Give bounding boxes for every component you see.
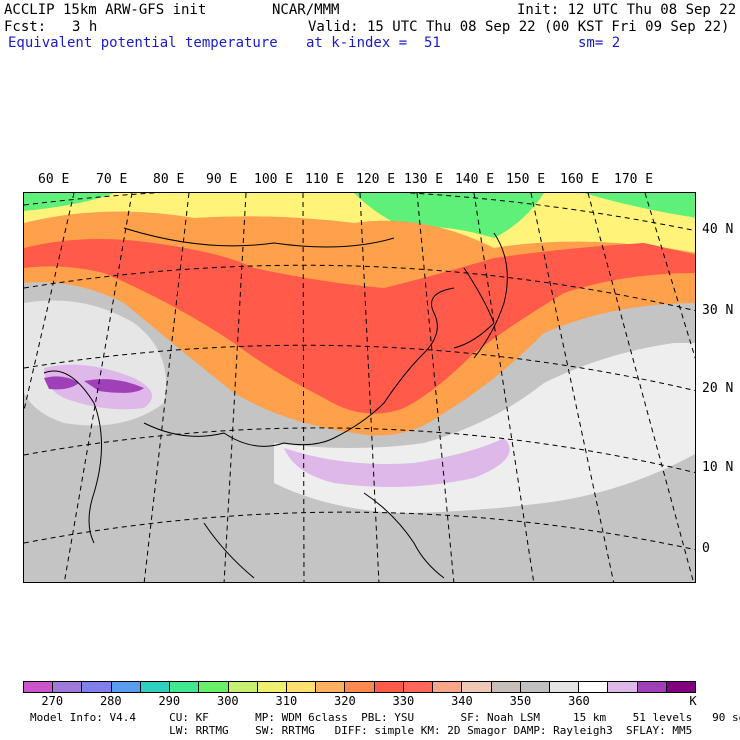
colorbar-tick-label: 340 — [451, 694, 473, 708]
colorbar-swatch — [316, 682, 346, 692]
colorbar-swatch — [82, 682, 112, 692]
colorbar-swatch — [170, 682, 200, 692]
longitude-label: 90 E — [206, 172, 238, 187]
colorbar-swatch — [403, 682, 434, 692]
forecast-hours: 3 h — [72, 19, 98, 35]
colorbar-tick-label: 330 — [392, 694, 415, 708]
longitude-label: 120 E — [356, 172, 396, 187]
lilac-region — [284, 438, 510, 487]
latitude-label: 30 N — [702, 303, 734, 318]
colorbar-swatch — [111, 682, 141, 692]
graticule — [24, 193, 695, 582]
colorbar-swatch — [345, 682, 375, 692]
colorbar-tick-label: 290 — [158, 694, 181, 708]
longitude-label: 100 E — [254, 172, 294, 187]
colorbar — [23, 681, 696, 693]
model-title: ACCLIP 15km ARW-GFS init — [4, 2, 207, 18]
colorbar-tick-label: 350 — [509, 694, 532, 708]
forecast-label: Fcst: — [4, 19, 47, 35]
longitude-label: 110 E — [305, 172, 345, 187]
latitude-label: 20 N — [702, 381, 734, 396]
colorbar-swatch — [491, 682, 521, 692]
colorbar-tick-label: 360 — [568, 694, 590, 708]
colorbar-swatch — [257, 682, 287, 692]
colorbar-swatch — [608, 682, 638, 692]
colorbar-tick-label: 280 — [99, 694, 122, 708]
colorbar-tick-label: 300 — [216, 694, 239, 708]
colorbar-tick-label: 310 — [275, 694, 298, 708]
level-label: at k-index = 51 — [306, 35, 441, 51]
longitude-label: 80 E — [153, 172, 185, 187]
north-green-region — [354, 193, 544, 238]
purple-core — [44, 376, 79, 390]
field-name: Equivalent potential temperature — [8, 35, 278, 51]
longitude-label: 60 E — [38, 172, 70, 187]
colorbar-swatch — [140, 682, 171, 692]
longitude-label: 140 E — [455, 172, 495, 187]
longitude-label: 150 E — [506, 172, 546, 187]
colorbar-swatch — [462, 682, 492, 692]
model-info-line2: LW: RRTMG SW: RRTMG DIFF: simple KM: 2D … — [30, 724, 693, 737]
colorbar-swatch — [24, 682, 54, 692]
colorbar-swatch — [228, 682, 258, 692]
longitude-label: 70 E — [96, 172, 128, 187]
colorbar-swatch — [433, 682, 463, 692]
longitude-label: 130 E — [404, 172, 444, 187]
longitude-label: 170 E — [614, 172, 654, 187]
colorbar-swatch — [637, 682, 667, 692]
colorbar-swatch — [374, 682, 404, 692]
colorbar-tick-label: 320 — [334, 694, 356, 708]
colorbar-tick-label: 270 — [41, 694, 64, 708]
colorbar-swatch — [286, 682, 317, 692]
red-band — [24, 239, 695, 414]
source-label: NCAR/MMM — [272, 2, 340, 18]
colorbar-swatch — [53, 682, 83, 692]
smoothing-label: sm= 2 — [578, 35, 621, 51]
valid-time: Valid: 15 UTC Thu 08 Sep 22 (00 KST Fri … — [308, 19, 730, 35]
latitude-label: 10 N — [702, 460, 734, 475]
init-time: Init: 12 UTC Thu 08 Sep 22 — [517, 2, 737, 18]
coastlines — [43, 227, 508, 579]
colorbar-swatch — [579, 682, 609, 692]
model-info-line1: Model Info: V4.4 CU: KF MP: WDM 6class P… — [30, 711, 740, 724]
latitude-label: 40 N — [702, 222, 734, 237]
map-panel — [23, 192, 696, 583]
longitude-label: 160 E — [560, 172, 600, 187]
colorbar-swatch — [199, 682, 229, 692]
theta-e-field — [24, 193, 695, 582]
colorbar-swatch — [520, 682, 550, 692]
latitude-label: 0 — [702, 541, 710, 556]
colorbar-swatch — [666, 682, 696, 692]
colorbar-swatch — [549, 682, 580, 692]
colorbar-unit: K — [689, 694, 697, 708]
